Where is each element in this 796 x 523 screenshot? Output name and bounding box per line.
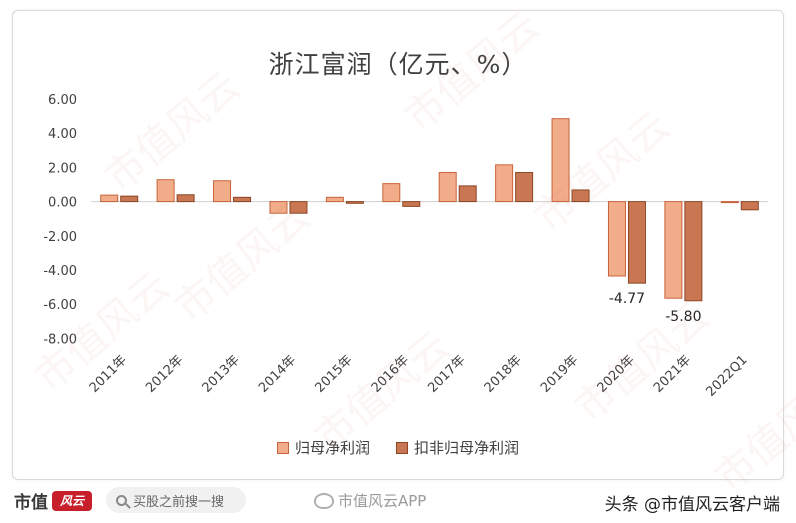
bar-series-2-5	[402, 201, 421, 207]
bar-series-1-10	[664, 201, 683, 299]
x-tick-label: 2011年	[87, 353, 130, 396]
x-tick-label: 2016年	[369, 353, 412, 396]
legend-item-series-2: 扣非归母净利润	[396, 437, 519, 458]
bar-series-1-0	[100, 194, 119, 203]
legend-label-series-2: 扣非归母净利润	[414, 439, 520, 457]
bar-series-1-8	[551, 118, 570, 203]
bar-series-1-2	[213, 180, 232, 203]
bar-series-2-3	[289, 201, 308, 214]
bar-series-2-6	[458, 185, 477, 203]
footer-bar: 市值 风云 买股之前搜一搜 市值风云APP 头条 @市值风云客户端	[0, 478, 796, 523]
x-tick-label: 2017年	[425, 353, 468, 396]
bar-series-2-11	[740, 201, 759, 211]
x-tick-label: 2020年	[595, 353, 638, 396]
x-tick-label: 2013年	[200, 353, 243, 396]
chart-title: 浙江富润（亿元、%）	[268, 50, 528, 79]
bar-series-2-0	[120, 195, 139, 203]
x-tick-label: 2015年	[313, 353, 356, 396]
y-tick-label: -8.00	[43, 332, 77, 347]
bar-series-2-7	[515, 172, 534, 203]
bar-series-1-9	[607, 201, 626, 277]
x-tick-label: 2014年	[256, 353, 299, 396]
y-tick-label: 4.00	[48, 127, 77, 142]
y-tick-label: -4.00	[43, 264, 77, 279]
x-tick-label: 2012年	[143, 353, 186, 396]
bar-series-2-8	[571, 189, 590, 203]
source-credit: 头条 @市值风云客户端	[604, 495, 780, 515]
bar-series-1-4	[325, 196, 344, 203]
legend-item-series-1: 归母净利润	[276, 437, 370, 458]
x-tick-label: 2018年	[482, 353, 525, 396]
bar-series-1-3	[269, 201, 288, 214]
y-tick-label: 6.00	[48, 93, 77, 108]
data-label: -4.77	[609, 291, 645, 307]
bar-series-1-1	[156, 179, 175, 203]
y-tick-label: 2.00	[48, 161, 77, 176]
bar-series-2-9	[627, 201, 646, 284]
weibo-text: 市值风云APP	[338, 492, 427, 510]
data-label: -5.80	[665, 309, 701, 325]
weibo-watermark: 市值风云APP	[314, 490, 426, 511]
bar-series-1-11	[720, 201, 739, 204]
chart-card: 浙江富润（亿元、%） 6.00 4.00 2.00 0.00 -2.00 -4.00 -6.…	[12, 10, 784, 480]
y-tick-label: -2.00	[43, 230, 77, 245]
weibo-icon	[314, 492, 334, 509]
x-tick-label: 2022Q1	[704, 353, 751, 400]
x-tick-label: 2019年	[538, 353, 581, 396]
bar-chart: 6.00 4.00 2.00 0.00 -2.00 -4.00 -6.00 -8.00 2011…	[43, 93, 768, 400]
search-placeholder: 买股之前搜一搜	[133, 494, 225, 510]
legend-swatch-series-2	[396, 441, 408, 454]
search-icon	[116, 494, 127, 506]
bar-series-2-4	[345, 201, 364, 204]
legend-swatch-series-1	[276, 441, 289, 454]
legend-label-series-1: 归母净利润	[294, 439, 370, 457]
brand[interactable]: 市值 风云	[14, 488, 92, 513]
bar-series-1-5	[382, 183, 401, 203]
y-tick-label: -6.00	[43, 298, 77, 313]
chart-legend: 归母净利润 扣非归母净利润	[13, 437, 783, 458]
bar-series-1-7	[495, 164, 514, 203]
search-box[interactable]: 买股之前搜一搜	[106, 487, 246, 513]
bar-series-2-2	[233, 196, 252, 203]
bar-series-2-10	[684, 201, 703, 302]
x-tick-label: 2021年	[651, 353, 694, 396]
brand-logo: 风云	[52, 490, 92, 511]
bar-series-1-6	[438, 172, 457, 203]
bar-series-2-1	[176, 194, 195, 203]
brand-name: 市值	[14, 493, 48, 513]
y-tick-label: 0.00	[48, 196, 77, 211]
